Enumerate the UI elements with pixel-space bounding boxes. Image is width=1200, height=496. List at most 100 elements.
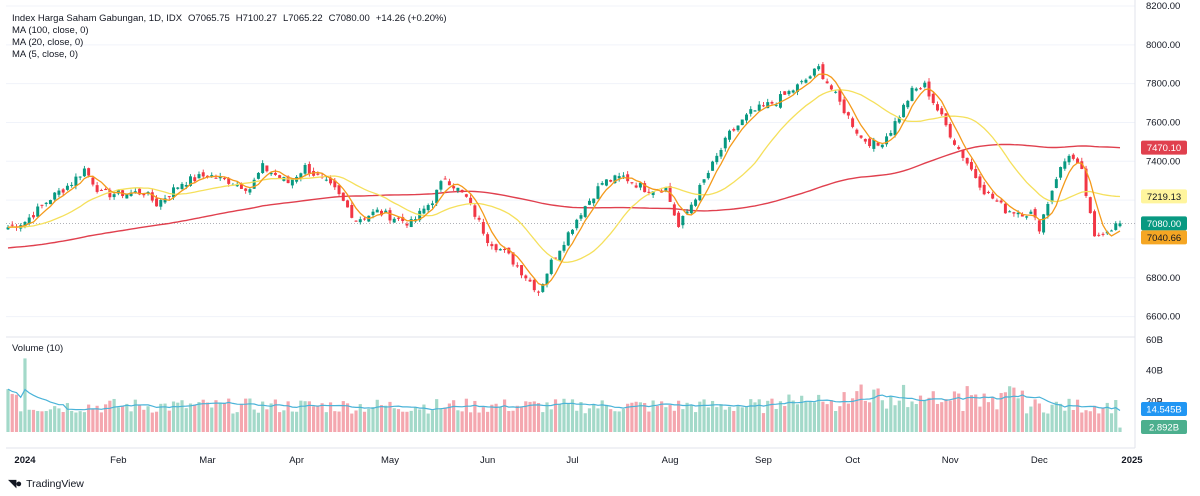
volume-bar <box>311 406 316 432</box>
volume-bar <box>982 393 986 432</box>
candle-body <box>490 244 494 247</box>
candle-body <box>961 149 965 158</box>
volume-bar <box>392 408 396 432</box>
volume-bar <box>579 402 583 432</box>
candle-body <box>749 109 753 114</box>
candle-body <box>503 249 507 251</box>
candle-body <box>804 79 808 83</box>
volume-bar <box>664 407 668 432</box>
volume-bar <box>502 399 507 432</box>
candle-body <box>1067 155 1071 163</box>
candle-body <box>1037 220 1041 232</box>
candle-body <box>664 187 668 192</box>
candle-body <box>456 187 460 191</box>
candle-body <box>1093 211 1097 237</box>
volume-bar <box>511 410 515 432</box>
volume-bar <box>668 404 672 432</box>
candle-body <box>469 197 473 204</box>
volume-bar <box>439 408 443 432</box>
candle-body <box>728 130 732 140</box>
volume-bar <box>159 403 163 432</box>
candle-body <box>388 210 392 221</box>
volume-bar <box>282 410 286 432</box>
time-tick-label: Dec <box>1031 455 1048 466</box>
tradingview-logo[interactable]: ◥● TradingView <box>8 477 84 491</box>
volume-tick-label: 60B <box>1146 335 1163 346</box>
volume-bar <box>519 407 524 432</box>
volume-bar <box>910 401 914 432</box>
candle-body <box>1063 161 1067 169</box>
ma5-line <box>7 73 1121 286</box>
volume-bar <box>677 400 681 432</box>
candle-body <box>159 200 163 207</box>
candle-body <box>1088 197 1092 214</box>
volume-bar <box>744 406 749 432</box>
legend-volume[interactable]: Volume (10) <box>12 343 64 354</box>
volume-bar <box>65 403 70 432</box>
legend-ma100[interactable]: MA (100, close, 0) <box>12 25 89 36</box>
volume-bar <box>1046 413 1050 432</box>
moving-averages <box>7 73 1121 286</box>
candle-body <box>592 198 596 204</box>
candle-body <box>694 199 698 206</box>
volume-bar <box>498 407 502 432</box>
legend-ma5[interactable]: MA (5, close, 0) <box>12 49 78 60</box>
candle-body <box>290 179 294 186</box>
volume-bar <box>923 400 927 432</box>
candle-body <box>452 186 456 189</box>
candle-body <box>422 208 426 214</box>
candle-body <box>740 119 744 126</box>
time-tick-label: Jul <box>566 455 578 466</box>
volume-bar <box>562 398 566 432</box>
volume-bar <box>14 394 19 432</box>
volume-bar <box>867 402 872 432</box>
candle-body <box>991 193 995 199</box>
candle-body <box>999 200 1003 203</box>
candle-body <box>817 66 821 70</box>
candle-body <box>1033 209 1037 218</box>
candle-body <box>672 204 676 216</box>
volume-bar <box>1003 392 1007 432</box>
candle-body <box>197 174 201 179</box>
candle-body <box>1097 234 1101 236</box>
candle-body <box>392 218 396 223</box>
volume-bar <box>142 409 146 432</box>
volume-bar <box>180 400 184 432</box>
ma100-line <box>7 143 1121 249</box>
volume-bar <box>137 405 142 432</box>
candle-body <box>116 189 120 194</box>
volume-bar <box>613 411 617 432</box>
volume-bar <box>558 403 562 432</box>
time-tick-label: Oct <box>845 455 860 466</box>
volume-bar <box>413 407 418 432</box>
candle-body <box>609 179 613 182</box>
ma100-badge-bg <box>1141 140 1187 155</box>
volume-bar <box>95 405 99 432</box>
volume-bar <box>1080 412 1084 432</box>
volume-bar <box>1025 413 1029 432</box>
candle-body <box>1118 223 1122 227</box>
volume-bar <box>1029 406 1033 432</box>
volume-bar <box>401 411 405 432</box>
candle-body <box>791 90 795 93</box>
candle-body <box>872 139 876 149</box>
candle-body <box>808 76 812 79</box>
volume-bar <box>931 391 935 432</box>
candle-body <box>189 176 192 186</box>
volume-bar <box>702 399 706 432</box>
volume-bar <box>6 389 10 432</box>
volume-bar <box>935 403 940 432</box>
legend-high: H7100.27 <box>235 13 277 24</box>
candle-body <box>125 193 129 199</box>
ma5-badge-bg <box>1141 230 1187 245</box>
volume-bar <box>1020 390 1024 432</box>
volume-bar <box>23 358 27 432</box>
candle-body <box>53 192 57 200</box>
legend-ma20[interactable]: MA (20, close, 0) <box>12 37 84 48</box>
volume-bar <box>706 407 710 432</box>
volume-bar <box>273 399 277 432</box>
volume-bar <box>825 404 829 432</box>
volume-bar <box>846 403 850 432</box>
volume-bar <box>948 400 952 432</box>
